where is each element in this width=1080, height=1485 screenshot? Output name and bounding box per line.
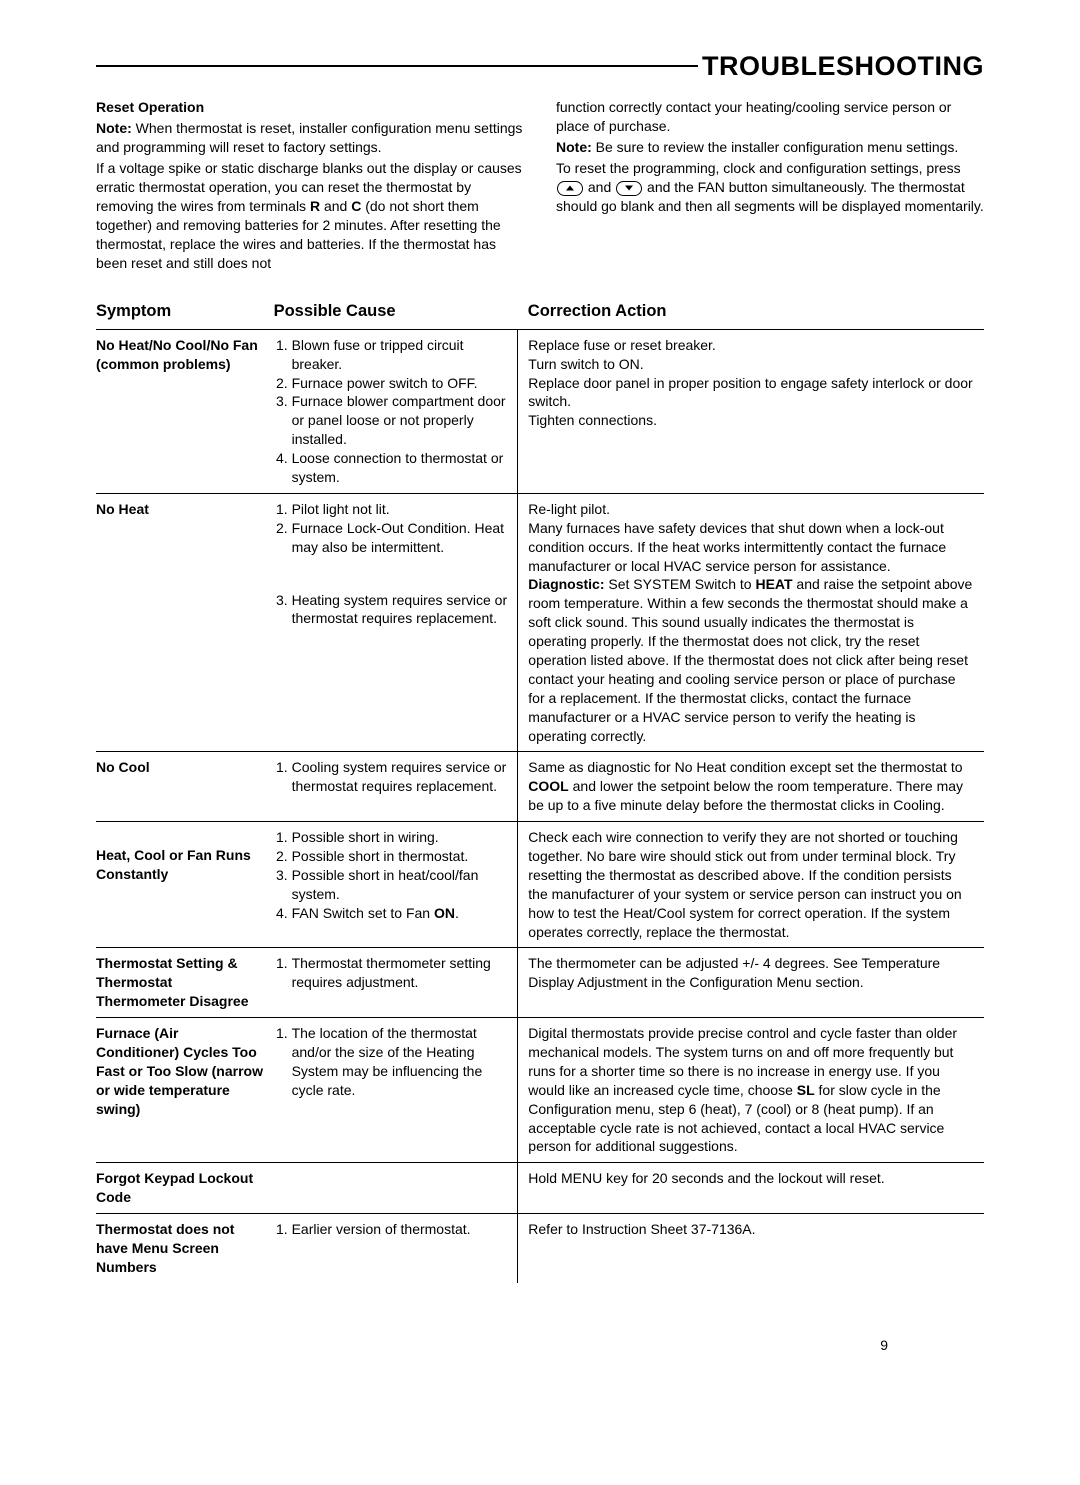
symptom-cell: Thermostat Setting & Thermostat Thermome…: [96, 948, 274, 1018]
table-row: No Heat/No Cool/No Fan (common problems)…: [96, 329, 984, 493]
page-header: TROUBLESHOOTING: [96, 48, 984, 84]
cause-item: Furnace power switch to OFF.: [292, 374, 508, 393]
symptom-cell: Furnace (Air Conditioner) Cycles Too Fas…: [96, 1018, 274, 1163]
arrow-down-icon: [616, 181, 642, 196]
correction-cell: Digital thermostats provide precise cont…: [518, 1018, 984, 1163]
symptom-cell: Heat, Cool or Fan Runs Constantly: [96, 822, 274, 948]
correction-cell: Hold MENU key for 20 seconds and the loc…: [518, 1163, 984, 1214]
intro-right: function correctly contact your heating/…: [556, 98, 984, 274]
table-row: Thermostat does not have Menu Screen Num…: [96, 1214, 984, 1283]
cause-item: Cooling system requires service or therm…: [292, 758, 508, 796]
cause-item: Possible short in heat/cool/fan system.: [292, 866, 508, 904]
table-row: No Heat Pilot light not lit. Furnace Loc…: [96, 493, 984, 752]
symptom-cell: No Heat: [96, 493, 274, 752]
intro-left-note: Note: When thermostat is reset, installe…: [96, 119, 524, 157]
cause-item: Thermostat thermometer setting requires …: [292, 954, 508, 992]
cause-item: Pilot light not lit.: [292, 500, 508, 519]
table-row: Forgot Keypad Lockout Code Hold MENU key…: [96, 1163, 984, 1214]
intro-right-para3: To reset the programming, clock and conf…: [556, 159, 984, 216]
cause-cell: Possible short in wiring. Possible short…: [274, 822, 518, 948]
correction-cell: Refer to Instruction Sheet 37-7136A.: [518, 1214, 984, 1283]
correction-cell: Same as diagnostic for No Heat condition…: [518, 752, 984, 822]
correction-cell: Check each wire connection to verify the…: [518, 822, 984, 948]
correction-line: Turn switch to ON.: [528, 355, 974, 374]
cause-item: Possible short in wiring.: [292, 828, 508, 847]
col-header-symptom: Symptom: [96, 300, 274, 329]
intro-left-note-body: When thermostat is reset, installer conf…: [96, 120, 522, 155]
cause-item: Furnace Lock-Out Condition. Heat may als…: [292, 519, 508, 557]
page-title: TROUBLESHOOTING: [698, 48, 984, 84]
cause-cell: Earlier version of thermostat.: [274, 1214, 518, 1283]
correction-line: Diagnostic: Set SYSTEM Switch to HEAT an…: [528, 575, 974, 745]
arrow-up-icon: [557, 181, 583, 196]
diagnostic-label: Diagnostic:: [528, 576, 604, 592]
cause-item: Loose connection to thermostat or system…: [292, 449, 508, 487]
col-header-correction: Correction Action: [518, 300, 984, 329]
correction-line: Tighten connections.: [528, 411, 974, 430]
correction-cell: Replace fuse or reset breaker. Turn swit…: [518, 329, 984, 493]
note-label: Note:: [96, 120, 132, 136]
header-rule-line: [96, 65, 698, 67]
correction-line: Replace door panel in proper position to…: [528, 374, 974, 412]
intro-columns: Reset Operation Note: When thermostat is…: [96, 98, 984, 274]
table-row: Thermostat Setting & Thermostat Thermome…: [96, 948, 984, 1018]
page-number: 9: [880, 1336, 888, 1355]
correction-line: Replace fuse or reset breaker.: [528, 336, 974, 355]
intro-left: Reset Operation Note: When thermostat is…: [96, 98, 524, 274]
symptom-cell: No Cool: [96, 752, 274, 822]
reset-heading: Reset Operation: [96, 98, 524, 117]
cause-item: Earlier version of thermostat.: [292, 1220, 508, 1239]
table-header-row: Symptom Possible Cause Correction Action: [96, 300, 984, 329]
symptom-cell: Thermostat does not have Menu Screen Num…: [96, 1214, 274, 1283]
cause-item: The location of the thermostat and/or th…: [292, 1024, 508, 1100]
correction-cell: Re-light pilot. Many furnaces have safet…: [518, 493, 984, 752]
cause-cell: Pilot light not lit. Furnace Lock-Out Co…: [274, 493, 518, 752]
symptom-cell: No Heat/No Cool/No Fan (common problems): [96, 329, 274, 493]
cause-item: Blown fuse or tripped circuit breaker.: [292, 336, 508, 374]
intro-left-para2: If a voltage spike or static discharge b…: [96, 159, 524, 272]
intro-right-para1: function correctly contact your heating/…: [556, 98, 984, 136]
table-row: Heat, Cool or Fan Runs Constantly Possib…: [96, 822, 984, 948]
cause-cell: [274, 1163, 518, 1214]
terminal-r: R: [310, 198, 320, 214]
cause-cell: Thermostat thermometer setting requires …: [274, 948, 518, 1018]
cause-item: FAN Switch set to Fan ON.: [292, 904, 508, 923]
cause-cell: Blown fuse or tripped circuit breaker. F…: [274, 329, 518, 493]
table-row: Furnace (Air Conditioner) Cycles Too Fas…: [96, 1018, 984, 1163]
note-label-2: Note:: [556, 139, 592, 155]
cause-cell: Cooling system requires service or therm…: [274, 752, 518, 822]
troubleshoot-table: Symptom Possible Cause Correction Action…: [96, 300, 984, 1282]
cause-item: Furnace blower compartment door or panel…: [292, 392, 508, 449]
cause-cell: The location of the thermostat and/or th…: [274, 1018, 518, 1163]
correction-line: Re-light pilot.: [528, 500, 974, 519]
symptom-cell: Forgot Keypad Lockout Code: [96, 1163, 274, 1214]
correction-cell: The thermometer can be adjusted +/- 4 de…: [518, 948, 984, 1018]
terminal-c: C: [351, 198, 361, 214]
table-row: No Cool Cooling system requires service …: [96, 752, 984, 822]
cause-item: Possible short in thermostat.: [292, 847, 508, 866]
intro-right-note-body: Be sure to review the installer configur…: [596, 139, 959, 155]
correction-line: Many furnaces have safety devices that s…: [528, 519, 974, 576]
intro-right-note: Note: Be sure to review the installer co…: [556, 138, 984, 157]
col-header-cause: Possible Cause: [274, 300, 518, 329]
cause-item: Heating system requires service or therm…: [292, 591, 508, 629]
